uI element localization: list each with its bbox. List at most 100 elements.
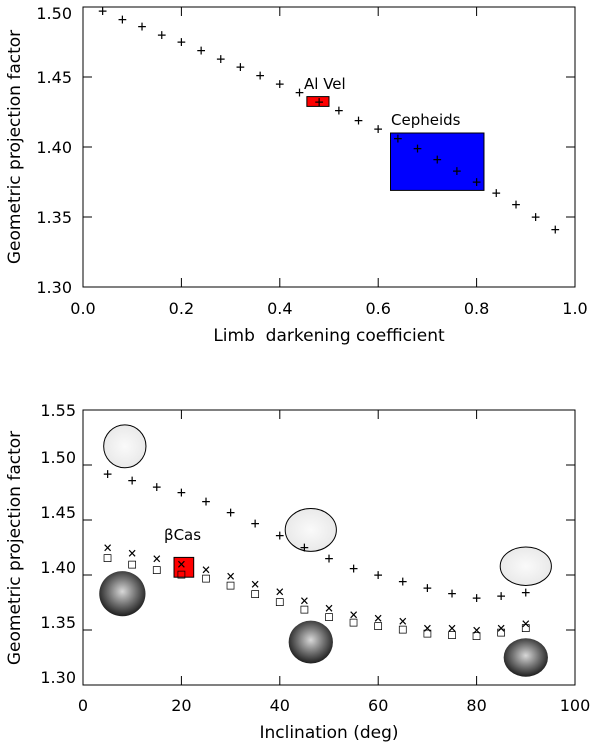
p1-point-p-factor: + [197,41,206,59]
p1-point-p-factor: + [216,50,225,68]
p1-point-p-factor: + [433,151,442,169]
p1-point-p-factor: + [472,173,481,191]
p2-point-cross: × [152,550,161,568]
p2-point-plus: + [177,484,186,502]
panel-1: 0.0 0.2 0.4 0.6 0.8 1.0 1.30 1.35 1.40 1… [5,2,588,346]
p2-ytick-1: 1.35 [40,613,76,632]
p1-region-label-cepheids: Cepheids [391,111,461,129]
panel-2-star-images [99,424,552,677]
p2-xlabel: Inclination (deg) [259,723,398,743]
p2-point-plus: + [472,589,481,607]
p1-point-p-factor: + [315,93,324,111]
p2-point-cross: × [349,606,358,624]
panel-2-points: + + + + +++++++ + + + + + + +× × × × × × × × × × × × × × × × × ×□ □ □ □… [103,465,530,644]
p2-point-plus: + [300,539,309,557]
p2-point-square: □ [104,550,112,565]
p2-point-plus: + [349,559,358,577]
p2-point-cross: × [201,561,210,579]
p1-xlabel: Limb darkening coefficient [213,326,445,346]
p2-point-cross: × [251,575,260,593]
p2-point-cross: × [398,612,407,630]
p2-point-square: □ [497,625,505,640]
panel-2-frame [82,409,576,686]
p1-xtick-2: 0.4 [267,299,292,318]
p2-point-square: □ [473,628,481,643]
p1-point-p-factor: + [374,120,383,138]
star-image-light-0 [103,424,147,469]
p1-ytick-4: 1.50 [36,4,72,23]
p1-point-p-factor: + [452,162,461,180]
p1-ytick-3: 1.45 [36,68,72,87]
star-image-dark-4 [288,620,333,664]
p2-point-cross: × [177,555,186,573]
p2-point-square: □ [300,602,308,617]
p2-point-plus: + [226,503,235,521]
p2-point-cross: × [423,619,432,637]
p1-xtick-3: 0.6 [365,299,390,318]
p1-region-label-alvel: Al Vel [304,75,346,93]
p2-ytick-5: 1.55 [40,401,76,420]
p2-point-plus: + [374,566,383,584]
p2-point-cross: × [324,599,333,617]
p1-point-p-factor: + [118,11,127,29]
panel-1-points: + + + + + + + + + + + + + + + + + + + + + + + + [98,2,560,238]
star-image-dark-3 [99,571,146,617]
p2-point-plus: + [103,465,112,483]
p1-xtick-1: 0.2 [169,299,194,318]
p2-point-square: □ [423,626,431,641]
p2-point-square: □ [177,567,185,582]
panel-2-ticks [82,409,576,686]
p2-point-cross: × [300,591,309,609]
p2-point-square: □ [128,557,136,572]
p1-ytick-0: 1.30 [36,278,72,297]
p1-xtick-5: 1.0 [562,299,587,318]
p2-point-plus: + [275,526,284,544]
p2-xtick-5: 100 [560,696,591,715]
star-image-light-2 [499,546,552,586]
p2-point-plus: + [398,573,407,591]
p1-point-p-factor: + [492,184,501,202]
p2-point-square: □ [399,622,407,637]
p2-ytick-2: 1.40 [40,558,76,577]
p1-point-p-factor: + [275,75,284,93]
p2-region-0 [173,556,195,578]
p2-point-plus: + [152,478,161,496]
p2-xtick-0: 0 [78,696,88,715]
p2-point-cross: × [497,619,506,637]
p1-point-p-factor: + [413,139,422,157]
p1-point-p-factor: + [511,195,520,213]
p2-point-cross: × [447,619,456,637]
p1-point-p-factor: + [256,67,265,85]
p1-point-p-factor: + [236,58,245,76]
p1-ylabel: Geometric projection factor [5,30,25,264]
p2-point-square: □ [448,627,456,642]
p1-xtick-4: 0.8 [464,299,489,318]
star-image-light-1 [284,507,337,552]
p2-point-square: □ [374,619,382,634]
p2-point-plus: + [201,492,210,510]
p2-point-square: □ [153,562,161,577]
panel-2-regions [173,556,195,578]
p2-point-cross: × [226,567,235,585]
p1-point-p-factor: + [177,33,186,51]
p2-point-square: □ [350,615,358,630]
p1-point-p-factor: + [157,26,166,44]
p2-point-cross: × [128,544,137,562]
p2-region-label-betacas: βCas [164,526,201,544]
p1-region-1 [390,132,485,191]
p2-point-square: □ [251,587,259,602]
p2-xtick-3: 60 [368,696,388,715]
p2-point-plus: + [423,579,432,597]
p2-point-plus: + [497,587,506,605]
p1-point-p-factor: + [354,111,363,129]
panel-1-regions [306,96,485,191]
p1-point-p-factor: + [393,130,402,148]
p1-point-p-factor: + [138,18,147,36]
p1-region-0 [306,96,330,107]
p2-point-plus: + [251,514,260,532]
panel-2: 0 20 40 60 80 100 1.30 1.35 1.40 1.45 1.… [5,401,590,743]
p2-point-square: □ [276,594,284,609]
p2-xtick-4: 80 [466,696,486,715]
p2-point-square: □ [325,610,333,625]
